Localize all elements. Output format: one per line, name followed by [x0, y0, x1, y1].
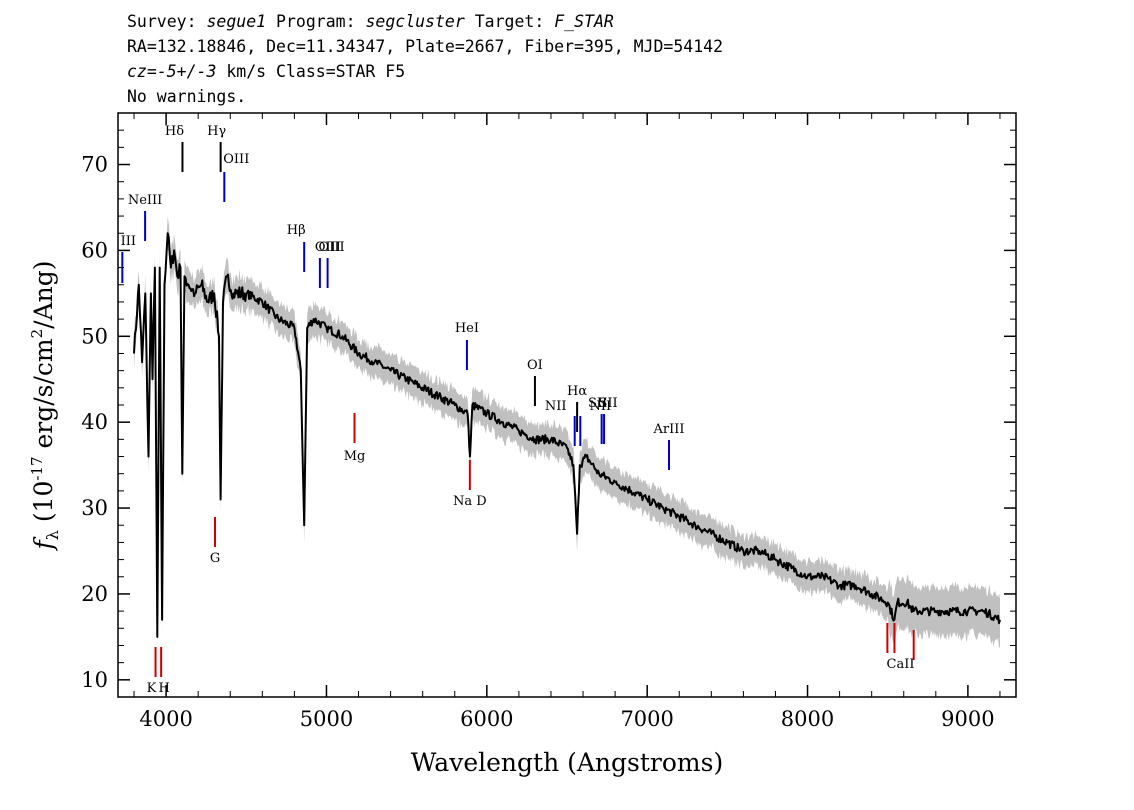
y-tick-label: 10: [81, 668, 108, 692]
y-tick-label: 60: [81, 238, 108, 262]
y-tick-label: 30: [81, 496, 108, 520]
emission-line-label: SII: [598, 396, 617, 411]
error-band-layer: [134, 216, 1000, 654]
y-tick-label: 50: [81, 324, 108, 348]
absorption-line-label: Mg: [344, 449, 366, 464]
emission-line-label: OIII: [315, 240, 341, 255]
emission-line-label: Hα: [567, 384, 587, 399]
survey-label: Survey:: [127, 12, 197, 31]
y-tick-label: 70: [81, 153, 108, 177]
program-label: Program:: [276, 12, 356, 31]
series-layer: [133, 232, 1001, 638]
emission-line-label: NeIII: [128, 193, 162, 208]
emission-line-label: OI: [527, 358, 543, 373]
emission-line-label: ArIII: [652, 422, 684, 437]
emission-line-label: HeI: [455, 321, 479, 336]
program-value: segcluster: [365, 12, 465, 31]
header-line-3: cz=-5+/-3 km/s Class=STAR F5: [127, 62, 405, 82]
x-tick-label: 9000: [941, 707, 994, 731]
emission-line-label: NII: [589, 399, 611, 414]
emission-line-label: NII: [545, 399, 567, 414]
cz-rest: km/s Class=STAR F5: [216, 62, 406, 81]
emission-line-label: Hγ: [207, 124, 226, 139]
x-tick-label: 5000: [300, 707, 353, 731]
emission-line-label: Hδ: [165, 124, 184, 139]
header-line-2: RA=132.18846, Dec=11.34347, Plate=2667, …: [127, 37, 724, 56]
x-tick-label: 6000: [460, 707, 513, 731]
x-tick-label: 7000: [620, 707, 673, 731]
header-line-1: Survey: segue1 Program: segcluster Targe…: [127, 12, 614, 32]
header-line-4: No warnings.: [127, 87, 247, 106]
absorption-line-label: G: [210, 551, 220, 566]
error-band: [134, 216, 1000, 654]
y-tick-label: 20: [81, 582, 108, 606]
x-axis-label: Wavelength (Angstroms): [411, 748, 723, 777]
emission-line-label: III: [121, 234, 136, 249]
emission-line-label: OIII: [223, 152, 249, 167]
emission-line-label: SII: [588, 396, 607, 411]
axis-ticks-layer: 4000 5000 6000 7000 8000 9000 10 20 30 40 50 60 70: [81, 113, 1016, 731]
cz-value: -5+/-3: [156, 62, 217, 81]
spectrum-line: [133, 232, 1001, 638]
y-tick-label: 40: [81, 410, 108, 434]
survey-value: segue1: [206, 12, 267, 31]
x-tick-label: 8000: [781, 707, 834, 731]
target-label: Target:: [474, 12, 545, 31]
absorption-line-label: H: [158, 681, 169, 696]
y-axis-label: fλ (10-17 erg/s/cm2/Ang): [28, 260, 62, 551]
cz-label: cz=: [127, 62, 157, 81]
emission-line-label: OIII: [319, 240, 345, 255]
absorption-line-label: Na D: [453, 494, 487, 509]
absorption-line-label: CaII: [887, 657, 915, 672]
absorption-line-label: K: [147, 681, 157, 696]
target-value: F_STAR: [554, 12, 614, 31]
x-tick-label: 4000: [139, 707, 192, 731]
emission-line-label: Hβ: [287, 223, 306, 238]
